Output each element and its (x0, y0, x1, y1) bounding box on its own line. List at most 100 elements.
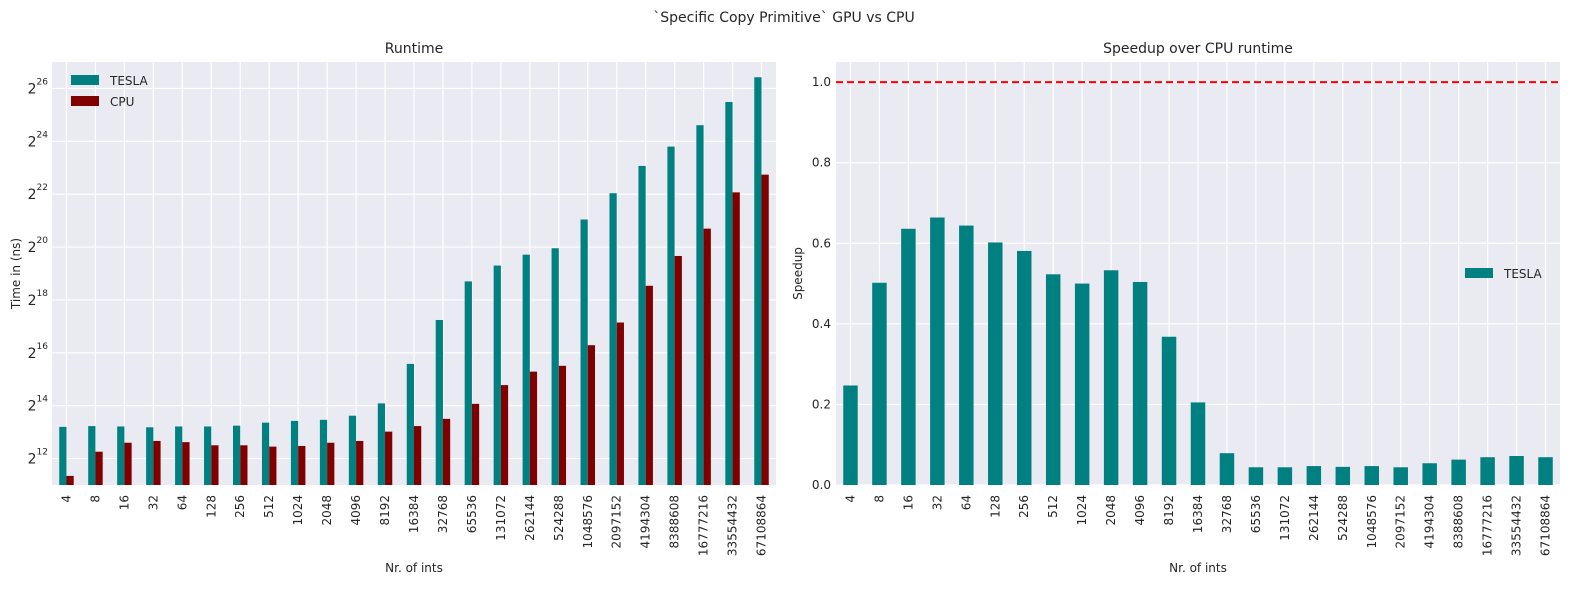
runtime-bar-cpu (645, 285, 653, 485)
speedup-bar-tesla (1393, 467, 1408, 485)
speedup-x-tick-label: 4 (843, 495, 857, 503)
runtime-y-tick-exp: 18 (37, 289, 49, 299)
runtime-bar-tesla (88, 426, 96, 485)
runtime-y-axis-label: Time in (ns) (9, 238, 23, 310)
runtime-title: Runtime (385, 41, 443, 57)
speedup-bar-tesla (1103, 270, 1119, 485)
runtime-bar-tesla (493, 265, 501, 485)
runtime-y-tick-exp: 14 (37, 395, 49, 405)
runtime-bar-cpu (471, 403, 480, 485)
speedup-bar-tesla (1045, 274, 1061, 485)
speedup-legend: TESLA (1465, 267, 1542, 281)
runtime-bar-cpu (269, 446, 277, 485)
runtime-x-tick-label: 16777216 (697, 495, 711, 556)
speedup-title: Speedup over CPU runtime (1103, 41, 1293, 57)
runtime-x-tick-label: 4096 (349, 495, 363, 526)
speedup-y-tick-label: 0.0 (812, 478, 831, 492)
speedup-x-tick-label: 8 (872, 495, 886, 503)
speedup-x-tick-label: 512 (1046, 495, 1060, 518)
speedup-x-tick-label: 32 (930, 495, 944, 510)
runtime-x-tick-label: 524288 (552, 495, 566, 541)
speedup-x-tick-label: 128 (988, 495, 1002, 518)
speedup-bar-tesla (988, 242, 1003, 485)
speedup-bar-tesla (1132, 281, 1148, 485)
runtime-bar-tesla (551, 248, 559, 485)
speedup-bar-tesla (843, 385, 858, 485)
runtime-bar-tesla (175, 426, 183, 485)
runtime-bar-cpu (587, 345, 595, 485)
speedup-x-tick-label: 32768 (1220, 495, 1234, 533)
runtime-legend: TESLA CPU (71, 74, 148, 109)
speedup-bar-tesla (1190, 402, 1206, 485)
runtime-bar-cpu (732, 192, 740, 486)
speedup-bar-tesla (1480, 457, 1495, 485)
speedup-x-tick-label: 1024 (1075, 495, 1089, 526)
speedup-x-tick-label: 131072 (1278, 495, 1292, 541)
speedup-bar-tesla (1017, 250, 1032, 485)
runtime-bar-tesla (59, 426, 67, 485)
runtime-y-tick-label: 214 (28, 395, 49, 415)
runtime-x-tick-label: 131072 (494, 495, 508, 541)
runtime-bar-cpu (66, 475, 74, 485)
runtime-bar-tesla (464, 281, 472, 485)
speedup-x-tick-label: 2048 (1104, 495, 1118, 526)
runtime-y-tick-label: 222 (28, 183, 48, 203)
speedup-bar-tesla (1161, 336, 1177, 485)
speedup-legend-label-tesla: TESLA (1503, 267, 1542, 281)
runtime-bar-cpu (500, 385, 509, 485)
runtime-legend-swatch-tesla (71, 75, 99, 85)
runtime-x-tick-label: 64 (175, 495, 189, 510)
runtime-bar-cpu (674, 255, 682, 485)
runtime-x-tick-label: 65536 (465, 495, 479, 533)
runtime-bar-cpu (703, 228, 711, 486)
speedup-bar-tesla (1364, 466, 1379, 485)
speedup-x-tick-label: 4194304 (1423, 495, 1437, 548)
speedup-bar-tesla (1277, 467, 1293, 485)
runtime-x-tick-label: 32 (146, 495, 160, 510)
speedup-y-tick-label: 0.2 (812, 397, 831, 411)
speedup-bar-tesla (1219, 453, 1235, 485)
speedup-bar-tesla (959, 225, 974, 485)
runtime-bar-tesla (754, 77, 762, 485)
speedup-y-tick-label: 1.0 (812, 75, 831, 89)
speedup-x-tick-label: 8192 (1162, 495, 1176, 526)
speedup-y-tick-label: 0.4 (812, 317, 831, 331)
runtime-y-tick-base: 2 (28, 187, 37, 203)
runtime-bar-tesla (146, 427, 154, 485)
speedup-x-tick-label: 67108864 (1539, 495, 1553, 556)
runtime-x-tick-label: 2048 (320, 495, 334, 526)
runtime-bar-cpu (240, 445, 248, 485)
speedup-x-tick-label: 16 (901, 495, 915, 510)
runtime-y-tick-base: 2 (28, 399, 37, 415)
runtime-legend-swatch-cpu (71, 96, 99, 106)
runtime-bar-tesla (261, 422, 270, 485)
speedup-x-tick-label: 2097152 (1394, 495, 1408, 548)
runtime-x-tick-label: 4194304 (639, 495, 653, 548)
speedup-bar-tesla (901, 228, 916, 486)
figure-suptitle: `Specific Copy Primitive` GPU vs CPU (653, 10, 914, 26)
runtime-bar-tesla (667, 146, 675, 485)
runtime-bar-cpu (442, 418, 451, 485)
speedup-x-tick-label: 65536 (1249, 495, 1263, 533)
runtime-bar-cpu (529, 371, 538, 485)
runtime-y-tick-base: 2 (28, 134, 37, 150)
speedup-x-tick-label: 1048576 (1365, 495, 1379, 548)
runtime-bar-tesla (377, 403, 386, 485)
runtime-y-tick-base: 2 (28, 293, 37, 309)
speedup-bar-tesla (1074, 283, 1090, 485)
speedup-bar-tesla (1509, 455, 1524, 485)
runtime-y-tick-label: 220 (28, 236, 49, 256)
runtime-bar-tesla (290, 420, 299, 485)
speedup-y-tick-label: 0.8 (812, 156, 831, 170)
speedup-bar-tesla (1248, 467, 1264, 485)
speedup-legend-swatch-tesla (1465, 268, 1493, 278)
speedup-bar-tesla (1451, 459, 1466, 485)
speedup-x-axis-label: Nr. of ints (1169, 561, 1227, 575)
runtime-bar-tesla (580, 219, 588, 485)
runtime-x-tick-label: 4 (59, 495, 73, 503)
runtime-y-tick-exp: 20 (37, 236, 49, 246)
speedup-x-tick-label: 256 (1017, 495, 1031, 518)
speedup-x-tick-label: 262144 (1307, 495, 1321, 541)
runtime-x-tick-label: 512 (262, 495, 276, 518)
